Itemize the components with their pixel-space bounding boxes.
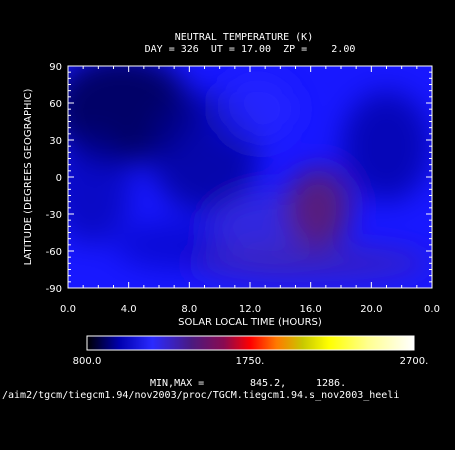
temperature-region	[217, 74, 298, 145]
x-tick-label: 0.0	[60, 304, 76, 315]
colorbar-mid-label: 1750.	[236, 356, 265, 367]
y-tick-label: -30	[46, 210, 62, 221]
y-axis: 90 60 30 0 -30 -60 -90	[46, 62, 432, 295]
x-tick-label: 12.0	[239, 304, 261, 315]
y-tick-label: 30	[49, 136, 62, 147]
x-axis: 0.0 4.0 8.0 12.0 16.0 20.0 0.0	[60, 66, 440, 315]
y-tick-label: -60	[46, 247, 62, 258]
file-path: /aim2/tgcm/tiegcm1.94/nov2003/proc/TGCM.…	[2, 390, 399, 401]
plot-area	[68, 66, 432, 288]
chart-title: NEUTRAL TEMPERATURE (K)	[175, 32, 313, 43]
temperature-region	[341, 91, 432, 202]
x-tick-label: 0.0	[424, 304, 440, 315]
x-tick-label: 20.0	[360, 304, 382, 315]
minmax-label: MIN,MAX =	[150, 378, 204, 389]
colorbar-min-label: 800.0	[73, 356, 102, 367]
y-tick-label: -90	[46, 284, 62, 295]
colorbar-max-label: 2700.	[400, 356, 429, 367]
chart-subtitle: DAY = 326 UT = 17.00 ZP = 2.00	[145, 44, 356, 55]
x-tick-label: 16.0	[300, 304, 322, 315]
x-tick-label: 8.0	[181, 304, 197, 315]
colorbar	[86, 335, 415, 351]
temperature-region	[286, 167, 351, 248]
y-axis-label: LATITUDE (DEGREES GEOGRAPHIC)	[23, 89, 34, 266]
temperature-region	[190, 245, 431, 282]
max-value: 1286.	[316, 378, 346, 389]
y-tick-label: 90	[49, 62, 62, 73]
min-value: 845.2,	[250, 378, 286, 389]
x-tick-label: 4.0	[121, 304, 137, 315]
y-tick-label: 60	[49, 99, 62, 110]
temperature-region	[68, 134, 131, 245]
y-tick-label: 0	[56, 173, 62, 184]
x-axis-label: SOLAR LOCAL TIME (HOURS)	[178, 317, 322, 328]
